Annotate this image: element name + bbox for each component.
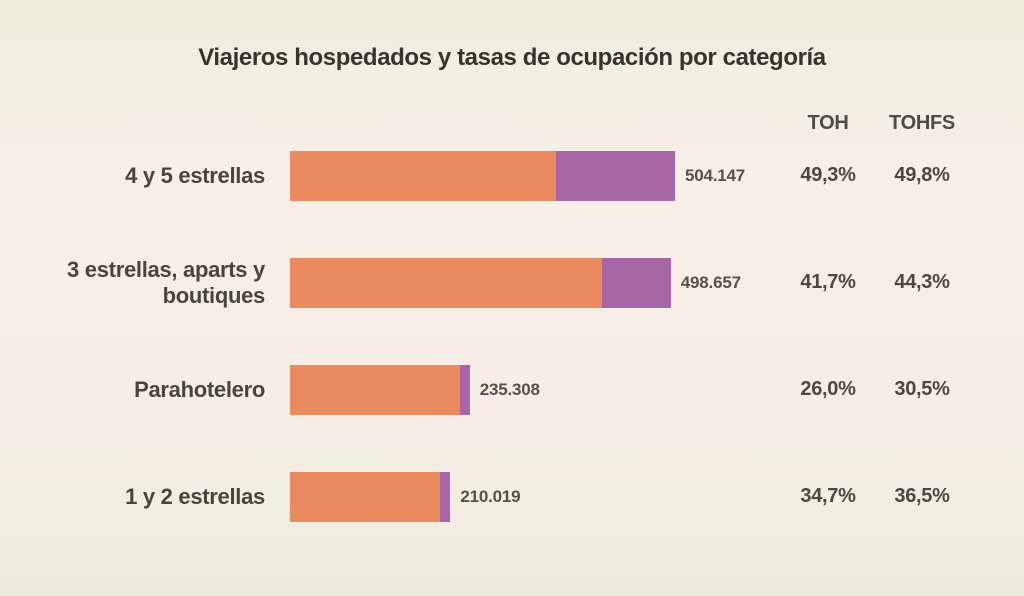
bar-area: 210.019 [278, 471, 786, 522]
tohfs-value: 49,8% [894, 164, 950, 186]
chart-row: 1 y 2 estrellas 210.019 34,7% 36,5% [0, 443, 1024, 550]
bar [290, 257, 671, 308]
tohfs-value: 36,5% [894, 485, 950, 507]
bar-segment-orange [290, 364, 460, 415]
bar [290, 150, 675, 201]
category-label: 4 y 5 estrellas [125, 162, 265, 188]
column-headers: TOH TOHFS [0, 106, 1024, 140]
bar-segment-orange [290, 471, 441, 522]
category-label: 1 y 2 estrellas [125, 483, 265, 509]
toh-value: 49,3% [800, 164, 856, 186]
bar-segment-purple [555, 150, 675, 201]
chart-row: 3 estrellas, aparts y boutiques 498.657 … [0, 229, 1024, 336]
column-header-toh: TOH [807, 111, 849, 134]
toh-value: 34,7% [800, 485, 856, 507]
bar-area: 235.308 [278, 364, 786, 415]
bar [290, 364, 470, 415]
tohfs-value: 44,3% [894, 271, 950, 293]
tohfs-value: 30,5% [894, 378, 950, 400]
bar-value-label: 504.147 [685, 165, 746, 185]
chart-row: Parahotelero 235.308 26,0% 30,5% [0, 336, 1024, 443]
bar-segment-purple [440, 471, 451, 522]
toh-value: 26,0% [800, 378, 856, 400]
chart-row: 4 y 5 estrellas 504.147 49,3% 49,8% [0, 122, 1024, 229]
toh-value: 41,7% [800, 271, 856, 293]
bar-value-label: 498.657 [680, 272, 741, 292]
bar-segment-purple [459, 364, 470, 415]
column-header-tohfs: TOHFS [889, 111, 955, 134]
bar-area: 498.657 [278, 257, 786, 308]
bar-value-label: 235.308 [479, 379, 540, 399]
bar-segment-orange [290, 150, 556, 201]
bar-area: 504.147 [278, 150, 786, 201]
bar-segment-purple [602, 257, 671, 308]
bar-segment-orange [290, 257, 603, 308]
chart-rows: 4 y 5 estrellas 504.147 49,3% 49,8% 3 es… [0, 122, 1024, 550]
category-label: Parahotelero [134, 376, 265, 402]
chart-title: Viajeros hospedados y tasas de ocupación… [198, 44, 826, 71]
category-label: 3 estrellas, aparts y boutiques [67, 257, 265, 308]
bar [290, 471, 451, 522]
bar-value-label: 210.019 [460, 486, 521, 506]
